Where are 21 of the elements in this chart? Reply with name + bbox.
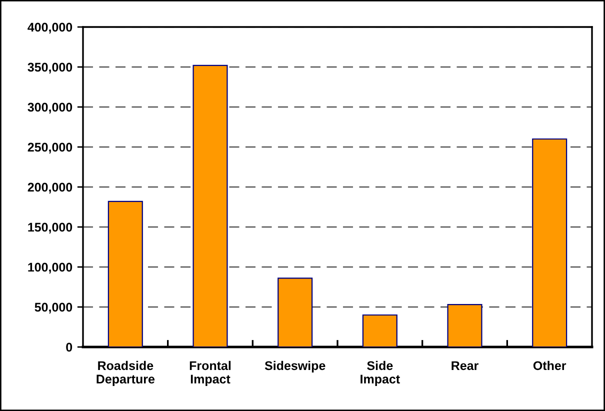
y-tick-label: 0 (66, 342, 72, 352)
y-tick-label: 250,000 (28, 142, 72, 154)
y-tick-label: 50,000 (34, 302, 72, 314)
x-tick-label: Other (533, 360, 566, 370)
y-tick-label: 300,000 (28, 102, 72, 114)
x-tick-label: Roadside Departure (96, 360, 155, 386)
bar (447, 304, 482, 347)
bar (108, 200, 143, 347)
y-tick-label: 400,000 (28, 22, 72, 34)
y-tick-label: 100,000 (28, 262, 72, 274)
y-tick-label: 150,000 (28, 222, 72, 234)
x-tick-label: Rear (452, 361, 478, 370)
bar (278, 278, 313, 347)
y-tick-label: 200,000 (28, 182, 72, 194)
x-tick-label: Side Impact (360, 360, 400, 386)
x-tick-label: Sideswipe (264, 360, 326, 373)
y-tick-label: 350,000 (28, 62, 72, 74)
bar (532, 138, 568, 347)
x-tick-label: Frontal Impact (190, 360, 231, 386)
bar (192, 64, 228, 347)
bar (362, 314, 398, 347)
